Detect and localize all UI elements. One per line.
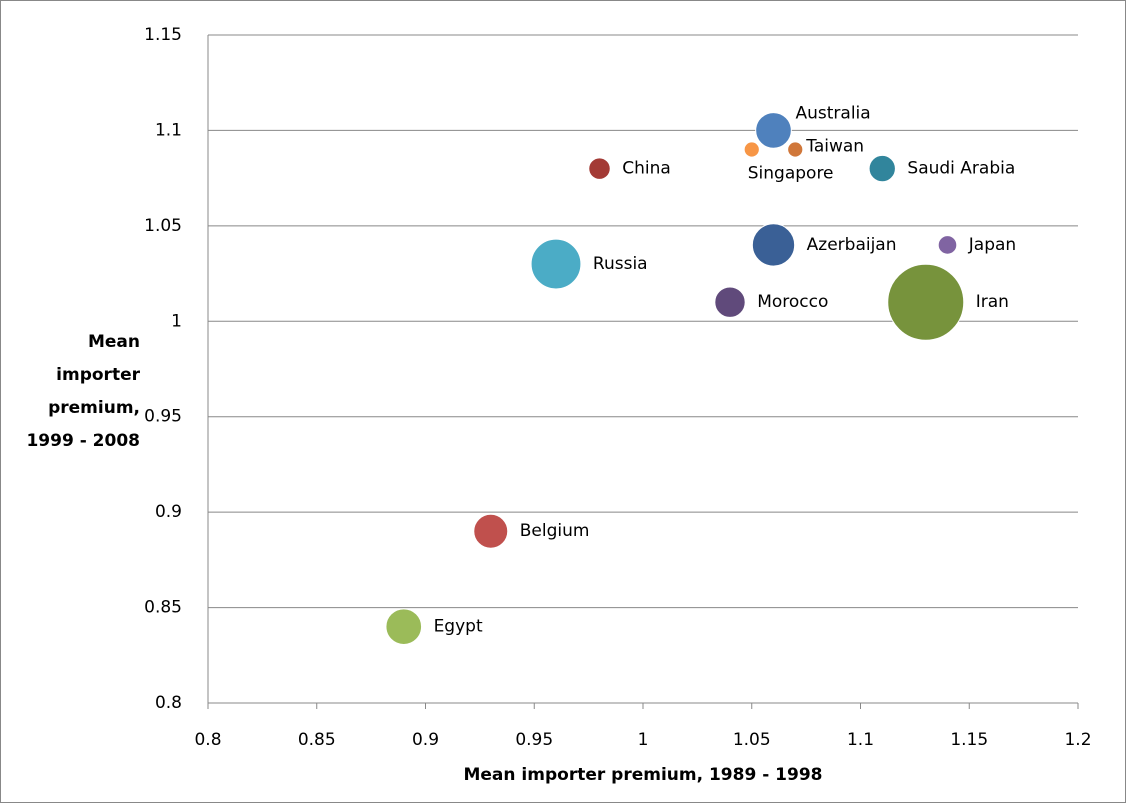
- data-label: Japan: [968, 235, 1016, 255]
- x-tick-label: 0.8: [194, 730, 221, 750]
- data-label: Azerbaijan: [807, 235, 897, 255]
- data-label: Taiwan: [805, 137, 864, 157]
- bubble: [588, 157, 611, 180]
- x-tick-label: 0.95: [515, 730, 553, 750]
- data-label: Singapore: [748, 164, 834, 184]
- x-tick-label: 1.2: [1064, 730, 1091, 750]
- bubble: [755, 112, 792, 149]
- data-label: Egypt: [434, 617, 483, 637]
- y-tick-label: 0.85: [144, 598, 182, 618]
- y-tick-label: 0.95: [144, 407, 182, 427]
- y-tick-label: 1.05: [144, 216, 182, 236]
- x-tick-label: 1: [638, 730, 649, 750]
- x-tick-label: 1.15: [950, 730, 988, 750]
- data-label: Saudi Arabia: [907, 159, 1015, 179]
- data-label: Iran: [976, 292, 1009, 312]
- x-tick-label: 0.9: [412, 730, 439, 750]
- y-tick-label: 0.9: [155, 502, 182, 522]
- y-tick-label: 0.8: [155, 693, 182, 713]
- y-axis-title: Mean importer premium, 1999 - 2008: [26, 332, 140, 451]
- data-label: Belgium: [520, 521, 590, 541]
- bubble: [743, 141, 760, 158]
- bubble: [787, 141, 804, 158]
- data-label: Russia: [593, 254, 648, 274]
- bubble: [868, 154, 896, 183]
- bubble: [937, 235, 958, 255]
- x-tick-label: 1.05: [733, 730, 771, 750]
- bubble: [385, 608, 423, 645]
- bubble: [714, 286, 746, 318]
- bubble: [530, 238, 582, 290]
- bubble: [887, 263, 965, 341]
- bubble: [473, 513, 509, 549]
- y-tick-label: 1.15: [144, 25, 182, 45]
- x-axis-title: Mean importer premium, 1989 - 1998: [463, 765, 822, 785]
- y-tick-label: 1: [171, 311, 182, 331]
- bubble: [751, 223, 796, 267]
- data-label: China: [622, 159, 671, 179]
- data-label: Morocco: [757, 292, 828, 312]
- x-tick-label: 0.85: [298, 730, 336, 750]
- data-label: Australia: [796, 103, 871, 123]
- x-tick-label: 1.1: [847, 730, 874, 750]
- y-tick-label: 1.1: [155, 120, 182, 140]
